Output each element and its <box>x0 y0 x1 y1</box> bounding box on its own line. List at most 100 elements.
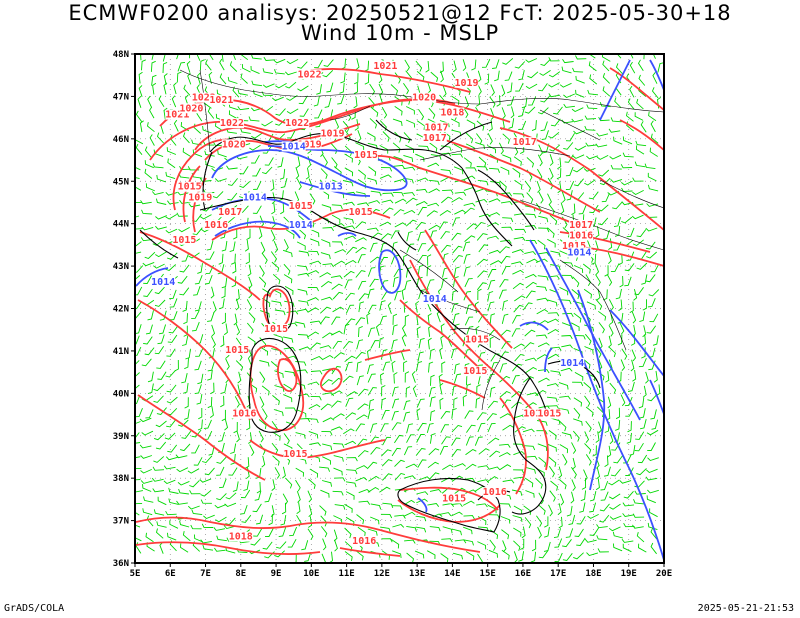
wind-barb <box>511 391 523 398</box>
wind-barb <box>558 382 569 390</box>
wind-barb <box>138 85 143 97</box>
wind-barb <box>429 230 437 240</box>
wind-barb <box>476 133 483 145</box>
wind-barb <box>477 541 487 550</box>
wind-barb <box>188 203 201 208</box>
wind-barb <box>166 419 176 428</box>
wind-barb <box>135 265 144 273</box>
wind-barb <box>549 154 554 166</box>
wind-barb <box>355 465 368 470</box>
wind-barb <box>367 528 378 536</box>
wind-barb <box>464 316 474 326</box>
wind-barb <box>296 369 308 374</box>
wind-barb <box>344 129 351 142</box>
wind-barb <box>573 397 582 407</box>
isobar-label-bg <box>285 118 310 129</box>
wind-barb <box>488 466 501 471</box>
wind-barb <box>184 409 190 420</box>
wind-barb <box>560 299 572 305</box>
wind-barb <box>621 180 633 186</box>
wind-barb <box>466 119 476 129</box>
wind-barb <box>307 297 319 302</box>
wind-barb <box>381 409 390 419</box>
wind-barb <box>308 430 319 439</box>
wind-barb <box>415 153 425 162</box>
wind-barb <box>264 492 272 503</box>
wind-barb <box>176 212 188 217</box>
wind-barb <box>286 95 298 101</box>
wind-barb <box>541 130 549 140</box>
isobar-label-bg <box>537 408 562 419</box>
isobar-label: 1020 <box>222 139 246 150</box>
wind-barb <box>404 59 410 72</box>
wind-barb <box>607 445 612 458</box>
isobar-label: 1014 <box>243 192 267 203</box>
wind-barb <box>326 82 334 93</box>
wind-barb <box>194 360 202 371</box>
wind-barb <box>370 106 379 117</box>
wind-barb <box>284 71 297 76</box>
wind-barb <box>464 96 470 109</box>
wind-barb <box>310 238 320 247</box>
wind-barb <box>321 379 333 386</box>
wind-barb <box>197 419 203 431</box>
wind-barb <box>232 481 239 492</box>
wind-barb <box>135 408 143 418</box>
wind-barb <box>476 233 488 241</box>
wind-barb <box>179 199 191 204</box>
wind-barb <box>415 60 423 72</box>
wind-barb <box>602 60 610 72</box>
wind-barb <box>150 60 156 72</box>
wind-barb <box>646 495 656 504</box>
wind-barb <box>179 443 191 452</box>
wind-barb <box>275 108 286 116</box>
wind-barb <box>190 524 202 530</box>
wind-barb <box>367 227 379 232</box>
wind-barb <box>355 221 367 229</box>
wind-barb <box>369 423 378 433</box>
wind-barb <box>584 443 592 454</box>
wind-barb <box>379 300 386 311</box>
wind-barb <box>614 97 622 109</box>
wind-barb <box>321 354 334 361</box>
wind-barb <box>196 394 203 405</box>
wind-barb <box>630 54 634 59</box>
lon-tick-label: 11E <box>338 569 354 579</box>
wind-barb <box>625 407 634 417</box>
wind-barb <box>487 145 497 154</box>
wind-barb <box>285 477 293 489</box>
wind-barb <box>564 154 574 163</box>
wind-barb <box>243 480 250 491</box>
wind-barb <box>309 468 319 478</box>
wind-barb <box>632 513 645 518</box>
wind-barb <box>332 340 342 349</box>
wind-barb <box>537 526 542 539</box>
wind-barb <box>572 430 580 442</box>
lat-tick-label: 39N <box>113 432 129 442</box>
wind-barb <box>416 326 421 338</box>
wind-barb <box>332 490 344 496</box>
wind-barb <box>256 514 264 525</box>
wind-barb <box>174 359 179 372</box>
wind-barb <box>144 160 154 169</box>
wind-barb <box>165 228 178 234</box>
wind-barb <box>510 106 515 119</box>
lon-tick-label: 16E <box>515 569 531 579</box>
wind-barb <box>634 442 644 452</box>
wind-barb <box>440 553 449 563</box>
wind-barb <box>251 154 260 164</box>
wind-barb <box>344 235 356 240</box>
wind-barb <box>592 445 597 457</box>
wind-barb <box>572 276 580 288</box>
wind-barb <box>191 429 202 438</box>
isobar-label: 1019 <box>320 129 344 140</box>
wind-barb <box>201 523 214 528</box>
wind-barb <box>525 58 538 63</box>
isobar-label: 1015 <box>349 207 373 218</box>
wind-barb <box>322 332 334 339</box>
wind-barb <box>191 444 200 454</box>
wind-barb <box>598 322 605 334</box>
wind-barb <box>559 493 565 506</box>
wind-barb <box>283 433 290 445</box>
wind-barb <box>525 366 538 373</box>
